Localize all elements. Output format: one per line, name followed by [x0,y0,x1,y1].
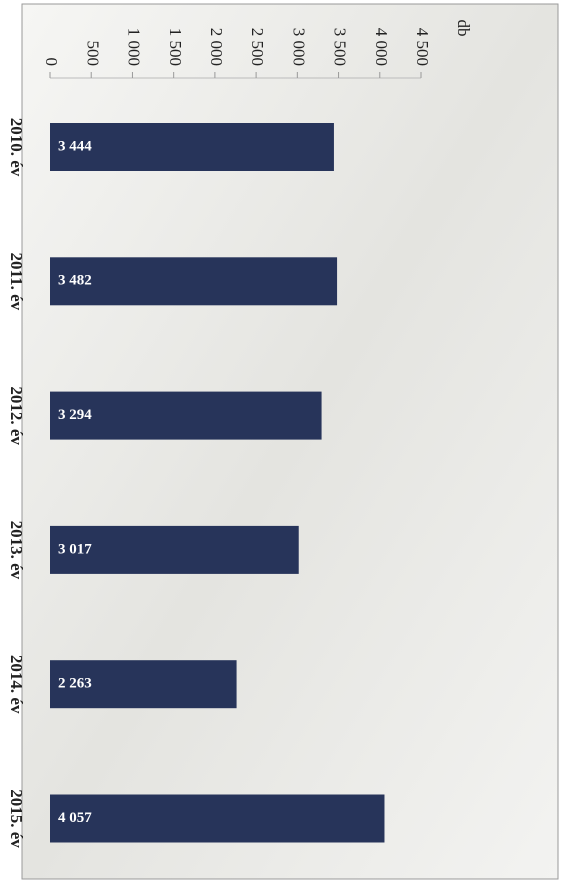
bar [50,525,299,574]
x-tick-label: 3 500 [331,28,350,66]
x-tick-label: 0 [42,58,61,67]
x-tick-label: 2 500 [248,28,267,66]
bar [50,391,322,440]
x-tick-label: 500 [83,41,102,67]
value-label: 3 294 [58,407,92,423]
unit-label: db [454,20,473,37]
category-label: 2012. év [7,386,26,445]
bar [50,123,334,171]
x-tick-label: 1 500 [166,28,185,66]
bar [50,660,237,709]
value-label: 3 444 [58,138,92,154]
x-tick-label: 4 000 [372,28,391,66]
value-label: 4 057 [58,810,92,826]
category-label: 2014. év [7,655,26,714]
x-tick-label: 1 000 [125,28,144,66]
value-label: 3 482 [58,273,92,289]
bar [50,794,385,843]
category-label: 2015. év [7,789,26,848]
bar [50,257,338,306]
category-label: 2011. év [7,252,26,310]
x-tick-label: 2 000 [207,28,226,66]
x-tick-label: 4 500 [413,28,432,66]
category-label: 2010. év [7,118,26,177]
x-tick-label: 3 000 [289,28,308,66]
value-label: 2 263 [58,676,92,692]
value-label: 3 017 [58,541,92,557]
category-label: 2013. év [7,521,26,580]
